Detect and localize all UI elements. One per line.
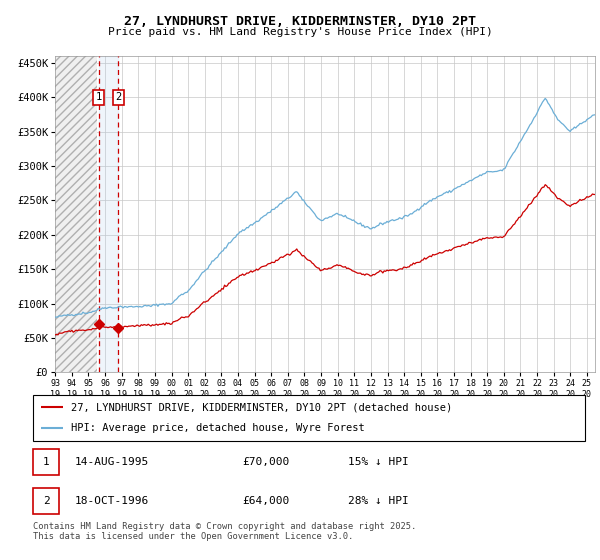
- Text: 1: 1: [43, 457, 50, 467]
- Text: 2: 2: [115, 92, 121, 102]
- Text: HPI: Average price, detached house, Wyre Forest: HPI: Average price, detached house, Wyre…: [71, 423, 364, 433]
- Text: £70,000: £70,000: [243, 457, 290, 467]
- Text: 27, LYNDHURST DRIVE, KIDDERMINSTER, DY10 2PT (detached house): 27, LYNDHURST DRIVE, KIDDERMINSTER, DY10…: [71, 402, 452, 412]
- Text: 18-OCT-1996: 18-OCT-1996: [74, 496, 149, 506]
- Text: 14-AUG-1995: 14-AUG-1995: [74, 457, 149, 467]
- Text: £64,000: £64,000: [243, 496, 290, 506]
- Text: Price paid vs. HM Land Registry's House Price Index (HPI): Price paid vs. HM Land Registry's House …: [107, 27, 493, 38]
- Text: 1: 1: [95, 92, 102, 102]
- Text: 28% ↓ HPI: 28% ↓ HPI: [347, 496, 409, 506]
- Text: 27, LYNDHURST DRIVE, KIDDERMINSTER, DY10 2PT: 27, LYNDHURST DRIVE, KIDDERMINSTER, DY10…: [124, 15, 476, 28]
- Text: 2: 2: [43, 496, 50, 506]
- FancyBboxPatch shape: [33, 395, 585, 441]
- Bar: [99, 56, 118, 372]
- FancyBboxPatch shape: [33, 449, 59, 475]
- FancyBboxPatch shape: [33, 488, 59, 514]
- Text: Contains HM Land Registry data © Crown copyright and database right 2025.
This d: Contains HM Land Registry data © Crown c…: [33, 522, 416, 542]
- Text: 15% ↓ HPI: 15% ↓ HPI: [347, 457, 409, 467]
